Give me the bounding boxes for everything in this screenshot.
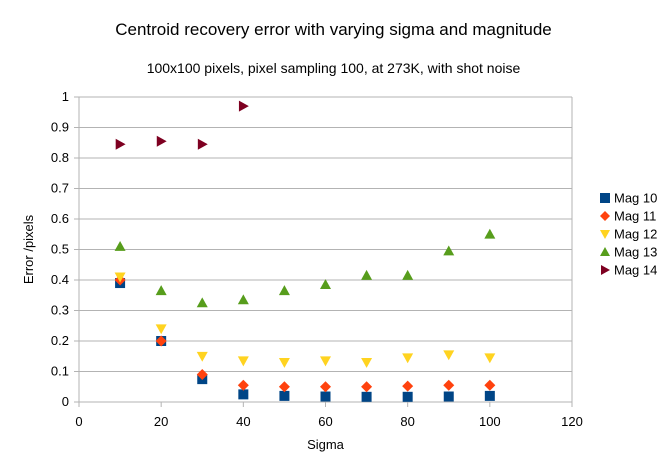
data-point xyxy=(402,269,414,280)
data-point xyxy=(484,390,495,401)
data-point xyxy=(155,335,167,347)
x-tick-label: 100 xyxy=(479,414,501,429)
legend-item: Mag 13 xyxy=(600,245,657,260)
legend-label: Mag 13 xyxy=(614,245,657,260)
data-point xyxy=(402,391,413,402)
data-point xyxy=(361,269,373,280)
data-point xyxy=(278,381,290,393)
data-point xyxy=(115,138,126,150)
data-point xyxy=(197,138,208,150)
data-point xyxy=(361,357,373,368)
y-tick-label: 0.8 xyxy=(51,150,69,165)
data-point xyxy=(361,381,373,393)
data-point xyxy=(196,297,208,308)
series-mag-11 xyxy=(114,274,496,393)
data-point xyxy=(484,228,496,239)
x-axis-title: Sigma xyxy=(307,437,345,452)
data-point xyxy=(237,379,249,391)
legend-marker xyxy=(600,193,610,203)
data-point xyxy=(443,350,455,361)
data-point xyxy=(320,381,331,393)
data-point xyxy=(443,245,455,256)
y-tick-label: 0.3 xyxy=(51,303,69,318)
y-tick-label: 0.5 xyxy=(51,242,69,257)
data-point xyxy=(237,356,249,367)
data-point xyxy=(237,294,249,305)
y-tick-label: 0.7 xyxy=(51,181,69,196)
legend-item: Mag 12 xyxy=(600,227,657,242)
data-point xyxy=(443,391,454,402)
legend-marker xyxy=(600,247,610,256)
data-point xyxy=(155,285,167,296)
data-point xyxy=(238,389,249,400)
data-point xyxy=(196,351,208,362)
y-tick-label: 0 xyxy=(62,394,69,409)
data-point xyxy=(320,356,331,367)
data-point xyxy=(320,279,331,289)
data-point xyxy=(402,353,414,364)
data-point xyxy=(156,135,167,147)
x-tick-label: 40 xyxy=(236,414,250,429)
series-mag-14 xyxy=(115,100,249,150)
data-point xyxy=(114,240,126,251)
legend-item: Mag 11 xyxy=(600,209,656,224)
data-point xyxy=(361,391,372,402)
legend: Mag 10 Mag 11 Mag 12 Mag 13 Mag 14 xyxy=(600,191,657,278)
legend-item: Mag 14 xyxy=(601,263,657,278)
data-point xyxy=(443,379,455,391)
legend-label: Mag 10 xyxy=(614,191,657,206)
y-axis-title: Error /pixels xyxy=(21,214,36,284)
legend-marker xyxy=(600,230,610,239)
axes xyxy=(74,96,573,407)
y-tick-label: 0.6 xyxy=(51,211,69,226)
legend-label: Mag 14 xyxy=(614,263,657,278)
x-tick-label: 60 xyxy=(318,414,332,429)
legend-marker xyxy=(600,211,610,221)
data-point xyxy=(238,100,249,112)
y-tick-label: 0.4 xyxy=(51,272,69,287)
data-point xyxy=(114,272,126,283)
series-mag-13 xyxy=(114,228,496,308)
data-points xyxy=(114,100,496,402)
legend-label: Mag 11 xyxy=(614,209,656,224)
chart-title: Centroid recovery error with varying sig… xyxy=(115,20,552,39)
y-tick-label: 0.1 xyxy=(51,364,69,379)
y-tick-label: 1 xyxy=(62,89,69,104)
legend-marker xyxy=(601,265,610,275)
series-mag-10 xyxy=(115,278,495,402)
data-point xyxy=(155,324,167,335)
legend-item: Mag 10 xyxy=(600,191,657,206)
data-point xyxy=(278,357,290,368)
data-point xyxy=(484,379,496,391)
data-point xyxy=(402,380,414,392)
y-tick-label: 0.2 xyxy=(51,333,69,348)
legend-label: Mag 12 xyxy=(614,227,657,242)
chart-subtitle: 100x100 pixels, pixel sampling 100, at 2… xyxy=(146,60,521,76)
x-tick-label: 80 xyxy=(400,414,414,429)
x-tick-label: 20 xyxy=(154,414,168,429)
data-point xyxy=(196,369,208,381)
data-point xyxy=(484,353,496,364)
series-mag-12 xyxy=(114,272,496,368)
x-tick-label: 0 xyxy=(75,414,82,429)
x-tick-label: 120 xyxy=(561,414,583,429)
y-tick-label: 0.9 xyxy=(51,120,69,135)
data-point xyxy=(279,390,290,401)
data-point xyxy=(320,391,331,402)
tick-labels: 0 0.1 0.2 0.3 0.4 0.5 0.6 0.7 0.8 0.9 1 0 20 40 60 80 10… xyxy=(51,89,583,429)
data-point xyxy=(278,285,290,296)
gridlines xyxy=(79,96,572,403)
